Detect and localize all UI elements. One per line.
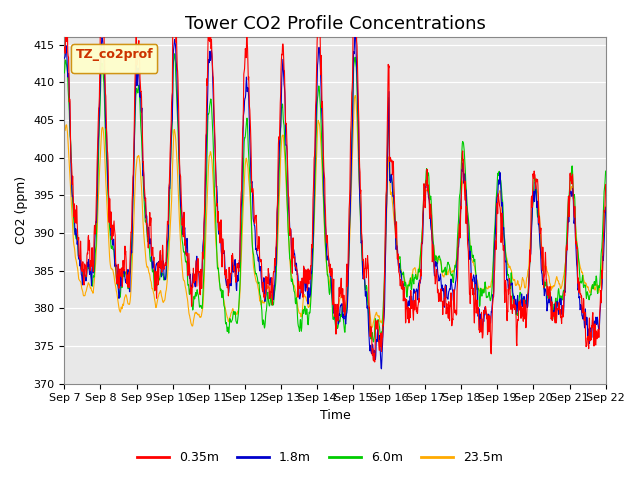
Title: Tower CO2 Profile Concentrations: Tower CO2 Profile Concentrations	[184, 15, 486, 33]
Y-axis label: CO2 (ppm): CO2 (ppm)	[15, 176, 28, 244]
Legend: 	[71, 44, 157, 72]
Legend: 0.35m, 1.8m, 6.0m, 23.5m: 0.35m, 1.8m, 6.0m, 23.5m	[132, 446, 508, 469]
X-axis label: Time: Time	[319, 409, 350, 422]
